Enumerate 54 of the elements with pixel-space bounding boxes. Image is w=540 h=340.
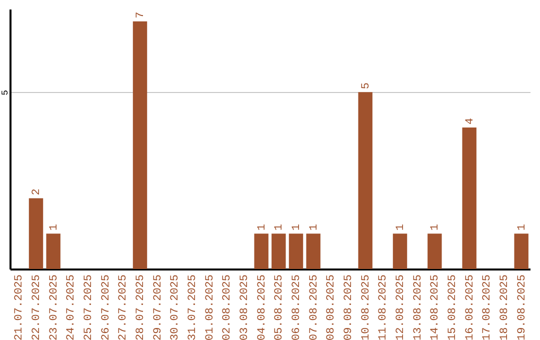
data-label: 4 <box>464 118 476 125</box>
bar <box>132 21 148 269</box>
x-tick-label: 24.07.2025 <box>66 274 78 340</box>
data-label: 1 <box>274 224 286 231</box>
x-tick-label: 29.07.2025 <box>152 274 164 340</box>
x-tick-label: 01.08.2025 <box>204 274 216 340</box>
x-tick-label: 03.08.2025 <box>239 274 251 340</box>
x-tick-label: 28.07.2025 <box>135 274 147 340</box>
x-tick-label: 15.08.2025 <box>447 274 459 340</box>
x-tick-label: 04.08.2025 <box>256 274 268 340</box>
x-tick-label: 17.08.2025 <box>482 274 494 340</box>
x-tick-label: 06.08.2025 <box>291 274 303 340</box>
x-tick-label: 08.08.2025 <box>326 274 338 340</box>
data-label: 1 <box>516 224 528 231</box>
x-tick-label: 19.08.2025 <box>516 274 528 340</box>
x-tick-label: 02.08.2025 <box>222 274 234 340</box>
x-tick-label: 10.08.2025 <box>360 274 372 340</box>
data-label: 2 <box>31 188 43 196</box>
x-tick-label: 27.07.2025 <box>118 274 130 340</box>
data-label: 1 <box>256 224 268 231</box>
bar <box>46 234 60 269</box>
x-tick-label: 30.07.2025 <box>170 274 182 340</box>
bar <box>392 234 408 269</box>
data-label: 1 <box>48 224 60 231</box>
data-label: 1 <box>430 224 442 231</box>
x-tick-label: 07.08.2025 <box>308 274 320 340</box>
x-tick-label: 23.07.2025 <box>48 274 60 340</box>
bar <box>288 234 304 269</box>
x-tick-label: 25.07.2025 <box>83 274 95 340</box>
x-tick-label: 09.08.2025 <box>343 274 355 340</box>
x-tick-label: 26.07.2025 <box>100 274 112 340</box>
x-tick-label: 05.08.2025 <box>274 274 286 340</box>
data-label: 1 <box>291 224 303 231</box>
x-tick-label: 11.08.2025 <box>378 274 390 340</box>
x-tick-label: 31.07.2025 <box>187 274 199 340</box>
x-tick-label: 22.07.2025 <box>31 274 43 340</box>
data-label: 1 <box>308 224 320 231</box>
data-label: 5 <box>360 82 372 90</box>
bar <box>254 234 268 269</box>
bar <box>428 234 442 269</box>
x-tick-label: 18.08.2025 <box>499 274 511 340</box>
bar <box>358 92 372 269</box>
data-label: 7 <box>135 12 147 18</box>
bar <box>514 234 528 269</box>
x-tick-label: 13.08.2025 <box>412 274 424 340</box>
bar <box>306 234 320 269</box>
data-label: 1 <box>395 224 407 231</box>
x-tick-label: 12.08.2025 <box>395 274 407 340</box>
bar <box>462 128 476 269</box>
x-tick-label: 16.08.2025 <box>464 274 476 340</box>
x-tick-label: 14.08.2025 <box>430 274 442 340</box>
x-tick-label: 21.07.2025 <box>14 274 26 340</box>
bar <box>28 198 44 269</box>
bar <box>272 234 286 269</box>
